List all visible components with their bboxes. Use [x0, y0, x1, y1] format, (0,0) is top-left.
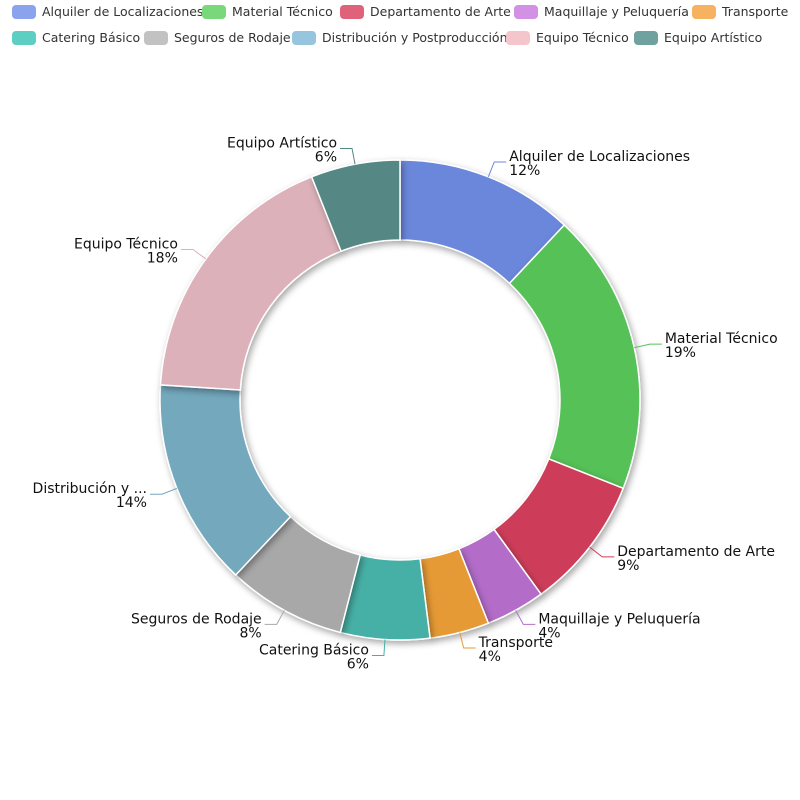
slice-label: Catering Básico: [259, 642, 369, 658]
legend-swatch: [144, 30, 168, 45]
slice-equipo-tecnico[interactable]: [159, 175, 343, 391]
slice-label: Departamento de Arte: [617, 544, 775, 560]
legend-swatch: [292, 30, 316, 45]
slice-label: Material Técnico: [665, 331, 778, 347]
slice-percent-label: 6%: [347, 656, 369, 672]
legend-swatch: [514, 4, 538, 19]
legend-item-catering-basico[interactable]: Catering Básico: [12, 30, 140, 45]
slice-percent-label: 9%: [617, 558, 639, 574]
slice-label: Maquillaje y Peluquería: [538, 611, 700, 627]
legend-item-transporte[interactable]: Transporte: [692, 4, 788, 19]
legend-label: Seguros de Rodaje: [174, 30, 291, 45]
slice-percent-label: 14%: [116, 495, 147, 511]
slice-percent-label: 4%: [479, 649, 501, 665]
slice-label: Alquiler de Localizaciones: [509, 149, 690, 165]
legend-item-alquiler-de-localizaciones[interactable]: Alquiler de Localizaciones: [12, 4, 203, 19]
legend-swatch: [634, 30, 658, 45]
leader-line: [340, 148, 356, 165]
legend-swatch: [12, 30, 36, 45]
slice-percent-label: 18%: [147, 251, 178, 267]
legend-swatch: [692, 4, 716, 19]
legend-label: Material Técnico: [232, 4, 333, 19]
legend-item-equipo-artistico[interactable]: Equipo Artístico: [634, 30, 762, 45]
legend-item-maquillaje-y-peluqueria[interactable]: Maquillaje y Peluquería: [514, 4, 689, 19]
legend-swatch: [340, 4, 364, 19]
leader-line: [589, 546, 615, 558]
legend-swatch: [506, 30, 530, 45]
leader-line: [459, 632, 476, 649]
legend-label: Departamento de Arte: [370, 4, 511, 19]
legend-item-material-tecnico[interactable]: Material Técnico: [202, 4, 333, 19]
legend-label: Equipo Artístico: [664, 30, 763, 45]
slice-label: Transporte: [478, 635, 553, 651]
legend-item-seguros-de-rodaje[interactable]: Seguros de Rodaje: [144, 30, 291, 45]
slice-label: Equipo Artístico: [227, 136, 337, 152]
donut-slices: [159, 159, 641, 641]
legend-swatch: [202, 4, 226, 19]
legend-swatch: [12, 4, 36, 19]
leader-line: [180, 249, 207, 260]
leader-line: [634, 343, 662, 349]
slice-percent-label: 4%: [538, 625, 560, 641]
slice-percent-label: 12%: [509, 163, 540, 179]
legend-item-departamento-de-arte[interactable]: Departamento de Arte: [340, 4, 511, 19]
slice-percent-label: 19%: [665, 345, 696, 361]
leader-line: [515, 610, 536, 625]
legend-label: Transporte: [722, 4, 789, 19]
leader-line: [371, 639, 386, 656]
slice-equipo-artistico[interactable]: [310, 159, 401, 253]
slice-percent-label: 6%: [315, 150, 337, 166]
legend-label: Catering Básico: [42, 30, 141, 45]
leader-lines: [149, 148, 662, 656]
legend-item-distribucion-y-postproduccion[interactable]: Distribución y Postproducción: [292, 30, 508, 45]
slice-label: Equipo Técnico: [74, 237, 178, 253]
slice-label: Distribución y ...: [33, 481, 147, 497]
leader-line: [264, 610, 285, 625]
legend-item-equipo-tecnico[interactable]: Equipo Técnico: [506, 30, 629, 45]
slice-percent-label: 8%: [239, 625, 261, 641]
legend-label: Equipo Técnico: [536, 30, 629, 45]
slice-label: Seguros de Rodaje: [131, 611, 262, 627]
leader-line: [149, 487, 178, 495]
slice-material-tecnico[interactable]: [508, 223, 641, 490]
chart-legend: Alquiler de Localizaciones Material Técni…: [0, 0, 800, 60]
legend-label: Alquiler de Localizaciones: [42, 4, 204, 19]
legend-label: Maquillaje y Peluquería: [544, 4, 689, 19]
legend-label: Distribución y Postproducción: [322, 30, 508, 45]
leader-line: [487, 161, 507, 178]
